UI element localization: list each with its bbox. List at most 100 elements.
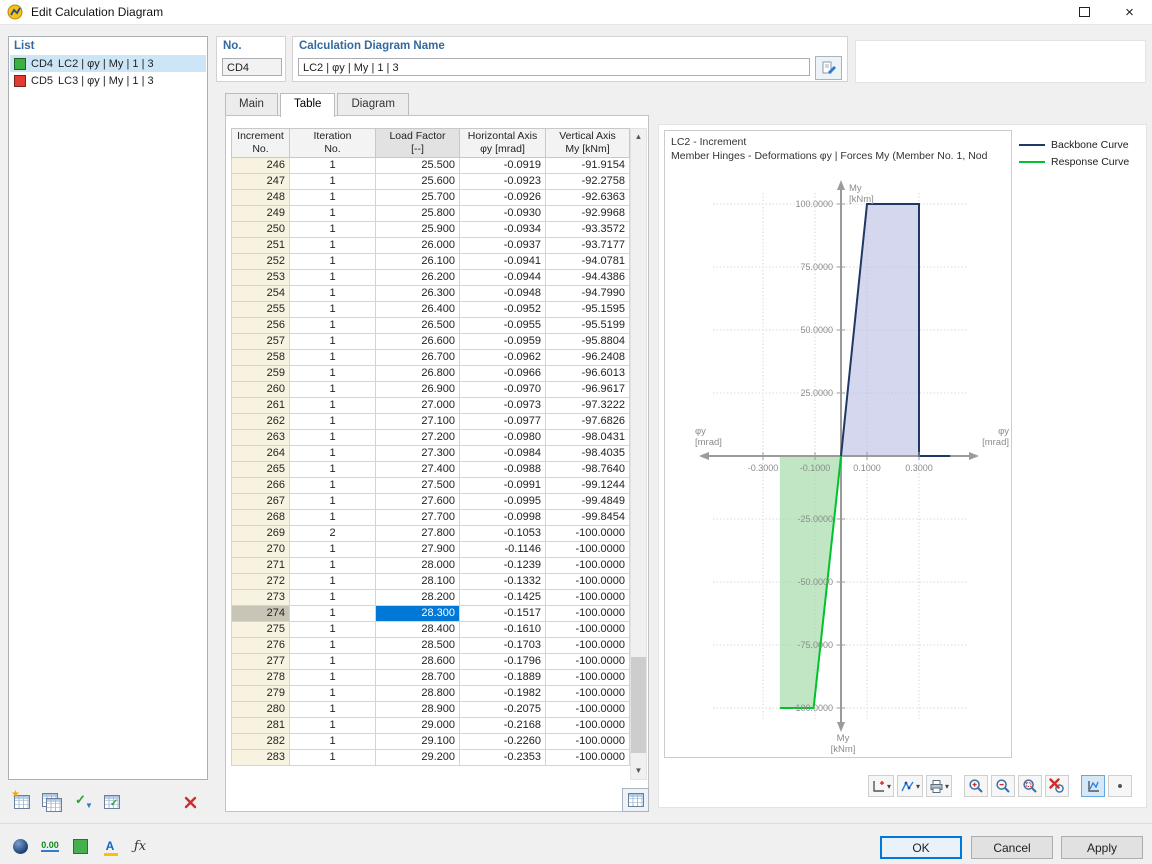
data-cell[interactable]: -0.0973 <box>459 397 546 414</box>
data-cell[interactable]: -92.6363 <box>545 189 630 206</box>
column-header[interactable]: Increment No. <box>231 128 290 158</box>
data-cell[interactable]: -0.1703 <box>459 637 546 654</box>
data-cell[interactable]: -93.3572 <box>545 221 630 238</box>
data-cell[interactable]: -100.0000 <box>545 685 630 702</box>
row-increment-cell[interactable]: 278 <box>231 669 290 686</box>
data-cell[interactable]: 1 <box>289 333 376 350</box>
data-cell[interactable]: -0.1982 <box>459 685 546 702</box>
print-menu-button[interactable]: ▾ <box>925 775 952 797</box>
data-cell[interactable]: 1 <box>289 621 376 638</box>
data-cell[interactable]: -0.0977 <box>459 413 546 430</box>
data-cell[interactable]: 28.900 <box>375 701 460 718</box>
add-axis-menu-button[interactable]: ▾ <box>867 775 894 797</box>
data-cell[interactable]: 26.000 <box>375 237 460 254</box>
data-cell[interactable]: -100.0000 <box>545 701 630 718</box>
data-cell[interactable]: -95.5199 <box>545 317 630 334</box>
data-cell[interactable]: 1 <box>289 429 376 446</box>
data-cell[interactable]: 27.300 <box>375 445 460 462</box>
data-cell[interactable]: -0.2075 <box>459 701 546 718</box>
data-cell[interactable]: 26.700 <box>375 349 460 366</box>
data-cell[interactable]: 1 <box>289 669 376 686</box>
data-cell[interactable]: 28.400 <box>375 621 460 638</box>
data-cell[interactable]: -0.0991 <box>459 477 546 494</box>
cancel-button[interactable]: Cancel <box>971 836 1053 859</box>
data-cell[interactable]: 1 <box>289 317 376 334</box>
data-cell[interactable]: -100.0000 <box>545 717 630 734</box>
data-cell[interactable]: -0.0948 <box>459 285 546 302</box>
row-increment-cell[interactable]: 283 <box>231 749 290 766</box>
data-cell[interactable]: 26.800 <box>375 365 460 382</box>
data-cell[interactable]: 1 <box>289 221 376 238</box>
data-cell[interactable]: -0.1146 <box>459 541 546 558</box>
data-cell[interactable]: 25.900 <box>375 221 460 238</box>
data-cell[interactable]: -97.6826 <box>545 413 630 430</box>
data-cell[interactable]: 1 <box>289 445 376 462</box>
data-cell[interactable]: -0.1796 <box>459 653 546 670</box>
data-cell[interactable]: -100.0000 <box>545 749 630 766</box>
data-cell[interactable]: -91.9154 <box>545 157 630 174</box>
row-increment-cell[interactable]: 281 <box>231 717 290 734</box>
data-cell[interactable]: 1 <box>289 397 376 414</box>
data-cell[interactable]: -0.0952 <box>459 301 546 318</box>
data-cell[interactable]: -0.1239 <box>459 557 546 574</box>
data-cell[interactable]: 29.100 <box>375 733 460 750</box>
data-cell[interactable]: 25.500 <box>375 157 460 174</box>
data-cell[interactable]: -0.0984 <box>459 445 546 462</box>
data-cell[interactable]: 1 <box>289 557 376 574</box>
data-cell[interactable]: 1 <box>289 717 376 734</box>
data-cell[interactable]: -0.1332 <box>459 573 546 590</box>
scroll-up-icon[interactable]: ▲ <box>631 129 646 145</box>
row-increment-cell[interactable]: 256 <box>231 317 290 334</box>
data-cell[interactable]: -98.0431 <box>545 429 630 446</box>
data-cell[interactable]: -0.2260 <box>459 733 546 750</box>
colors-button[interactable] <box>68 834 92 858</box>
data-cell[interactable]: -0.0998 <box>459 509 546 526</box>
data-cell[interactable]: 1 <box>289 637 376 654</box>
data-cell[interactable]: 1 <box>289 269 376 286</box>
data-cell[interactable]: 28.100 <box>375 573 460 590</box>
data-cell[interactable]: -0.1053 <box>459 525 546 542</box>
row-increment-cell[interactable]: 282 <box>231 733 290 750</box>
row-increment-cell[interactable]: 248 <box>231 189 290 206</box>
data-cell[interactable]: -0.0934 <box>459 221 546 238</box>
data-cell[interactable]: 28.500 <box>375 637 460 654</box>
row-increment-cell[interactable]: 251 <box>231 237 290 254</box>
data-cell[interactable]: -100.0000 <box>545 605 630 622</box>
data-cell[interactable]: -94.4386 <box>545 269 630 286</box>
data-cell[interactable]: 27.000 <box>375 397 460 414</box>
data-cell[interactable]: 1 <box>289 365 376 382</box>
copy-diagram-button[interactable] <box>38 790 62 814</box>
no-field[interactable]: CD4 <box>222 58 282 76</box>
data-cell[interactable]: -0.2353 <box>459 749 546 766</box>
data-cell[interactable]: -0.0923 <box>459 173 546 190</box>
data-cell[interactable]: -0.2168 <box>459 717 546 734</box>
data-cell[interactable]: 26.600 <box>375 333 460 350</box>
data-cell[interactable]: 28.800 <box>375 685 460 702</box>
row-increment-cell[interactable]: 262 <box>231 413 290 430</box>
data-cell[interactable]: 1 <box>289 157 376 174</box>
data-cell[interactable]: -100.0000 <box>545 637 630 654</box>
data-cell[interactable]: -100.0000 <box>545 573 630 590</box>
data-cell[interactable]: 1 <box>289 589 376 606</box>
apply-button[interactable]: Apply <box>1061 836 1143 859</box>
row-increment-cell[interactable]: 247 <box>231 173 290 190</box>
data-cell[interactable]: -0.0944 <box>459 269 546 286</box>
data-cell[interactable]: -0.0966 <box>459 365 546 382</box>
row-increment-cell[interactable]: 268 <box>231 509 290 526</box>
row-increment-cell[interactable]: 259 <box>231 365 290 382</box>
new-diagram-button[interactable]: ★ <box>10 790 34 814</box>
data-cell[interactable]: 27.800 <box>375 525 460 542</box>
scrollbar-thumb[interactable] <box>631 657 646 753</box>
data-cell[interactable]: -0.1889 <box>459 669 546 686</box>
data-cell[interactable]: 29.000 <box>375 717 460 734</box>
row-increment-cell[interactable]: 269 <box>231 525 290 542</box>
row-increment-cell[interactable]: 257 <box>231 333 290 350</box>
data-cell[interactable]: 1 <box>289 573 376 590</box>
display-options-button[interactable] <box>8 834 32 858</box>
data-cell[interactable]: -100.0000 <box>545 621 630 638</box>
data-cell[interactable]: -98.7640 <box>545 461 630 478</box>
data-cell[interactable]: -96.9617 <box>545 381 630 398</box>
data-cell[interactable]: -94.0781 <box>545 253 630 270</box>
data-cell[interactable]: 1 <box>289 253 376 270</box>
data-cell[interactable]: -0.0955 <box>459 317 546 334</box>
